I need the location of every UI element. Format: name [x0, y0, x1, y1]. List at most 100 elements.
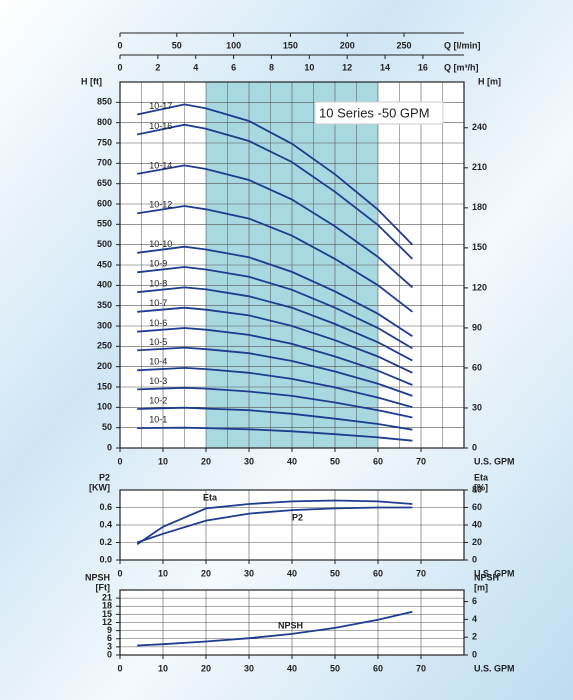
y2-tick-label: 0 [472, 554, 477, 564]
top-tick-label: 8 [269, 62, 274, 72]
title-box [314, 101, 444, 125]
y2-tick-label: 180 [472, 202, 487, 212]
top-axis-label: Q [l/min] [444, 40, 481, 50]
y2-tick-label: 210 [472, 162, 487, 172]
y2-tick-label: 150 [472, 242, 487, 252]
top-tick-label: 14 [380, 62, 390, 72]
y2-tick-label: 20 [472, 537, 482, 547]
y2-tick-label: 6 [472, 596, 477, 606]
x-tick-label: 10 [158, 663, 168, 673]
series-line [137, 426, 413, 442]
y-tick-label: 15 [102, 609, 112, 619]
series-line [137, 386, 413, 419]
y2-tick-label: 90 [472, 322, 482, 332]
x-tick-label: 70 [416, 663, 426, 673]
series-line [137, 346, 413, 397]
series-label: 10-16 [149, 121, 172, 131]
y-tick-label: 0.2 [99, 537, 112, 547]
y-tick-label: 150 [97, 381, 112, 391]
series-label: 10-14 [149, 160, 172, 170]
x-tick-label: 10 [158, 456, 168, 466]
y-tick-label: 550 [97, 219, 112, 229]
x-tick-label: 0 [117, 663, 122, 673]
series-label: 10-2 [149, 395, 167, 405]
y-tick-label: 350 [97, 300, 112, 310]
series-line [137, 306, 413, 374]
series-line [137, 164, 413, 289]
y-tick-label: 500 [97, 239, 112, 249]
y-tick-label: 0.4 [99, 519, 112, 529]
y-tick-label: 9 [107, 625, 112, 635]
x-tick-label: 70 [416, 456, 426, 466]
x-tick-label: 40 [287, 568, 297, 578]
x-tick-label: 0 [117, 456, 122, 466]
y2-tick-label: 0 [472, 442, 477, 452]
series-line [136, 506, 413, 544]
y2-axis-label: [m] [474, 582, 488, 592]
x-tick-label: 0 [117, 568, 122, 578]
y-axis-label: [KW] [89, 482, 110, 492]
y2-tick-label: 60 [472, 502, 482, 512]
series-label: 10-1 [149, 414, 167, 424]
y-tick-label: 0 [107, 649, 112, 659]
y-tick-label: 800 [97, 117, 112, 127]
y-tick-label: 850 [97, 97, 112, 107]
y-tick-label: 600 [97, 198, 112, 208]
series-line [137, 286, 413, 362]
y-tick-label: 750 [97, 137, 112, 147]
plot-frame [119, 589, 465, 656]
x-tick-label: 60 [373, 568, 383, 578]
y-axis-label: NPSH [85, 572, 110, 582]
y-axis-label: P2 [99, 472, 110, 482]
x-tick-label: 50 [330, 568, 340, 578]
top-axis-label: Q [m³/h] [444, 62, 479, 72]
x-tick-label: 60 [373, 456, 383, 466]
y-tick-label: 12 [102, 617, 112, 627]
series-label: 10-12 [149, 200, 172, 210]
series-label: 10-10 [149, 239, 172, 249]
series-label: P2 [292, 513, 303, 523]
y2-axis-label: NPSH [474, 572, 499, 582]
series-label: 10-4 [149, 357, 167, 367]
x-tick-label: 50 [330, 456, 340, 466]
y2-tick-label: 4 [472, 614, 477, 624]
y2-axis-label: [%] [474, 482, 488, 492]
y-axis-label: [Ft] [96, 582, 111, 592]
top-tick-label: 2 [155, 62, 160, 72]
top-tick-label: 250 [397, 40, 412, 50]
y2-tick-label: 0 [472, 649, 477, 659]
y2-tick-label: 120 [472, 282, 487, 292]
top-tick-label: 12 [342, 62, 352, 72]
top-tick-label: 6 [231, 62, 236, 72]
series-label: 10-8 [149, 279, 167, 289]
series-line [137, 245, 413, 337]
x-tick-label: 30 [244, 456, 254, 466]
x-axis-label: U.S. GPM [474, 456, 515, 466]
top-tick-label: 200 [340, 40, 355, 50]
x-axis-label: U.S. GPM [474, 663, 515, 673]
series-label: 10-7 [149, 298, 167, 308]
y2-tick-label: 2 [472, 632, 477, 642]
x-tick-label: 50 [330, 663, 340, 673]
series-label: 10-3 [149, 376, 167, 386]
series-line [137, 123, 414, 260]
y-tick-label: 18 [102, 601, 112, 611]
x-tick-label: 30 [244, 568, 254, 578]
top-tick-label: 16 [418, 62, 428, 72]
x-tick-label: 70 [416, 568, 426, 578]
x-tick-label: 20 [201, 456, 211, 466]
series-label: 10-5 [149, 337, 167, 347]
x-tick-label: 20 [201, 568, 211, 578]
x-axis-label: U.S. GPM [474, 568, 515, 578]
series-label: 10-6 [149, 318, 167, 328]
chart-title: 10 Series -50 GPM [319, 105, 430, 120]
y-tick-label: 700 [97, 158, 112, 168]
top-tick-label: 100 [226, 40, 241, 50]
y-tick-label: 650 [97, 178, 112, 188]
y2-tick-label: 30 [472, 402, 482, 412]
y-tick-label: 3 [107, 641, 112, 651]
x-tick-label: 30 [244, 663, 254, 673]
y-tick-label: 200 [97, 361, 112, 371]
plot-frame [119, 81, 465, 449]
